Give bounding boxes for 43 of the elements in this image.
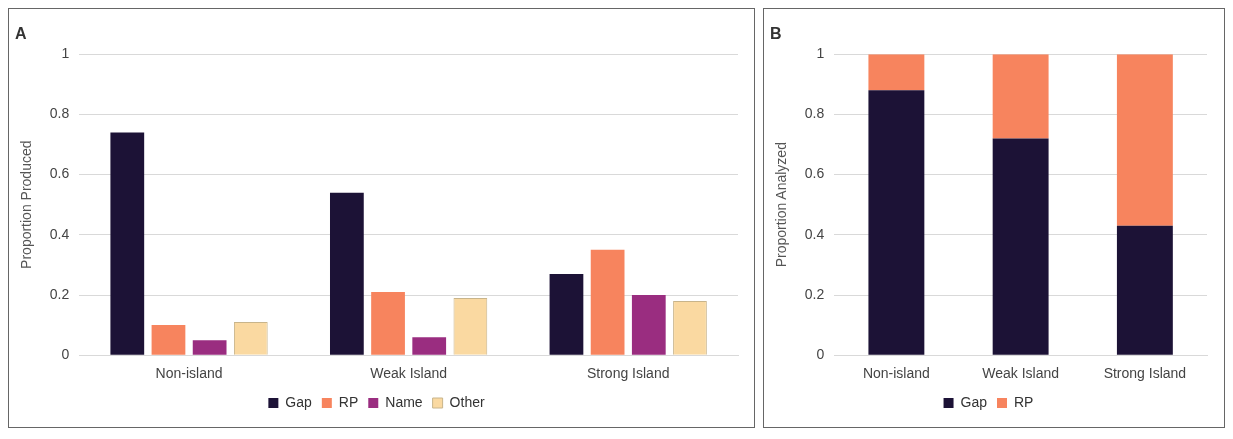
y-axis-title: Proportion Produced <box>18 140 35 269</box>
bar <box>192 340 227 355</box>
legend-label: Name <box>385 393 423 410</box>
bar <box>868 54 925 91</box>
legend-label: Gap <box>960 393 988 410</box>
y-tick-label: 0.8 <box>49 105 70 122</box>
bar <box>1117 225 1174 355</box>
y-tick-label: 0 <box>61 346 70 363</box>
bar <box>151 325 186 355</box>
bar <box>371 291 405 355</box>
bar <box>993 54 1049 139</box>
x-tick-label: Strong Island <box>586 365 670 382</box>
legend-label: RP <box>338 393 359 410</box>
bar <box>590 249 625 355</box>
y-tick-label: 0.2 <box>49 285 70 302</box>
chart-title: A <box>15 25 27 43</box>
legend-label: Other <box>449 393 485 410</box>
y-tick-label: 0.6 <box>805 165 825 182</box>
y-tick-label: 1 <box>816 45 825 62</box>
legend-label: Gap <box>285 393 313 410</box>
x-tick-label: Weak Island <box>370 365 448 382</box>
y-tick-label: 0.6 <box>49 165 70 182</box>
y-tick-label: 0.4 <box>49 225 70 242</box>
bar <box>329 192 364 355</box>
x-tick-label: Strong Island <box>1104 365 1187 382</box>
y-tick-label: 0.2 <box>805 285 825 302</box>
bar <box>110 132 145 355</box>
y-tick-label: 0 <box>816 346 825 363</box>
x-tick-label: Weak Island <box>982 365 1060 382</box>
bar <box>993 138 1049 355</box>
bar <box>412 337 447 355</box>
bar <box>1117 54 1174 226</box>
bar <box>868 90 925 355</box>
y-axis-title: Proportion Analyzed <box>773 142 790 268</box>
chart-title: B <box>770 25 782 43</box>
y-tick-label: 0.8 <box>805 105 825 122</box>
y-tick-label: 1 <box>61 45 70 62</box>
y-tick-label: 0.4 <box>805 225 825 242</box>
bar <box>549 273 584 355</box>
x-tick-label: Non-island <box>155 365 223 382</box>
x-tick-label: Non-island <box>863 365 931 382</box>
bar <box>631 295 666 355</box>
legend-label: RP <box>1014 393 1034 410</box>
